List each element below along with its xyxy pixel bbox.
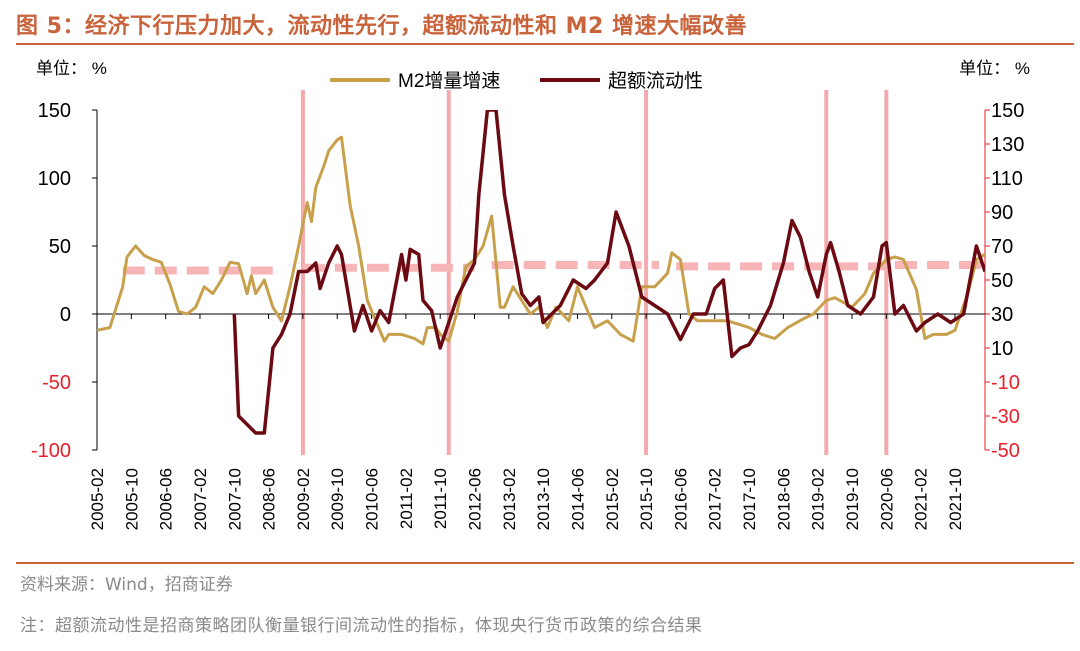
x-tick-label: 2017-02 <box>706 468 725 530</box>
x-tick-label: 2009-10 <box>328 468 347 530</box>
x-tick-label: 2017-10 <box>740 468 759 530</box>
left-tick-label: 100 <box>38 168 71 190</box>
x-tick-label: 2018-06 <box>774 468 793 530</box>
footer-rule <box>16 562 1074 564</box>
right-tick-label: 30 <box>991 304 1013 326</box>
x-tick-label: 2008-06 <box>260 468 279 530</box>
right-tick-label: 130 <box>991 134 1024 156</box>
source-note: 资料来源：Wind，招商证券 <box>20 575 233 595</box>
title-rule <box>16 43 1074 45</box>
x-tick-label: 2020-06 <box>877 468 896 530</box>
right-tick-label: -50 <box>991 440 1020 462</box>
x-tick-label: 2021-10 <box>946 468 965 530</box>
left-tick-label: -100 <box>31 440 71 462</box>
x-tick-label: 2011-02 <box>397 468 416 529</box>
x-tick-label: 2010-06 <box>363 468 382 530</box>
axes-group: -100 -50 0 50 100 150 -50 -30 -10 10 30 50 70 90 110 13… <box>31 59 1030 530</box>
x-tick-label: 2015-10 <box>637 468 656 530</box>
x-tick-label: 2006-06 <box>157 468 176 530</box>
right-tick-label: 150 <box>991 100 1024 122</box>
dual-axis-line-chart: -100 -50 0 50 100 150 -50 -30 -10 10 30 50 70 90 110 13… <box>31 59 1030 530</box>
x-tick-label: 2011-10 <box>431 468 450 529</box>
dash-level-group <box>122 261 985 275</box>
x-tick-label: 2014-06 <box>568 468 587 530</box>
x-tick-label: 2016-06 <box>671 468 690 530</box>
x-tick-label: 2013-02 <box>500 468 519 530</box>
legend-label: M2增量增速 <box>398 70 500 92</box>
figure-title: 图 5：经济下行压力加大，流动性先行，超额流动性和 M2 增速大幅改善 <box>16 14 747 39</box>
right-tick-label: 90 <box>991 202 1013 224</box>
legend-label: 超额流动性 <box>608 70 703 92</box>
legend: M2增量增速 超额流动性 <box>330 70 703 92</box>
right-unit-label: 单位： % <box>959 59 1030 78</box>
right-tick-label: 110 <box>991 168 1023 190</box>
x-tick-label: 2019-10 <box>843 468 862 530</box>
x-tick-label: 2005-02 <box>88 468 107 530</box>
right-tick-label: -10 <box>991 372 1020 394</box>
right-tick-label: 70 <box>991 236 1013 258</box>
right-tick-label: 10 <box>991 338 1013 360</box>
left-tick-label: 50 <box>49 236 71 258</box>
vertical-marker-group <box>300 90 889 455</box>
x-tick-label: 2007-10 <box>225 468 244 530</box>
x-tick-label: 2015-02 <box>603 468 622 530</box>
left-unit-label: 单位： % <box>36 59 107 78</box>
right-tick-label: 50 <box>991 270 1013 292</box>
x-tick-label: 2013-10 <box>534 468 553 530</box>
x-tick-label: 2021-02 <box>912 468 931 530</box>
x-tick-label: 2007-02 <box>191 468 210 530</box>
left-tick-label: 150 <box>38 100 71 122</box>
x-tick-label: 2012-06 <box>466 468 485 530</box>
left-tick-label: 0 <box>60 304 71 326</box>
x-tick-label: 2019-02 <box>809 468 828 530</box>
series-group <box>97 110 985 435</box>
x-tick-label: 2005-10 <box>122 468 141 530</box>
right-tick-label: -30 <box>991 406 1020 428</box>
left-tick-label: -50 <box>42 372 71 394</box>
x-tick-label: 2009-02 <box>294 468 313 530</box>
footnote: 注：超额流动性是招商策略团队衡量银行间流动性的指标，体现央行货币政策的综合结果 <box>20 616 703 636</box>
excess-liquidity-series-line <box>232 110 985 435</box>
m2-series-line <box>97 135 985 346</box>
